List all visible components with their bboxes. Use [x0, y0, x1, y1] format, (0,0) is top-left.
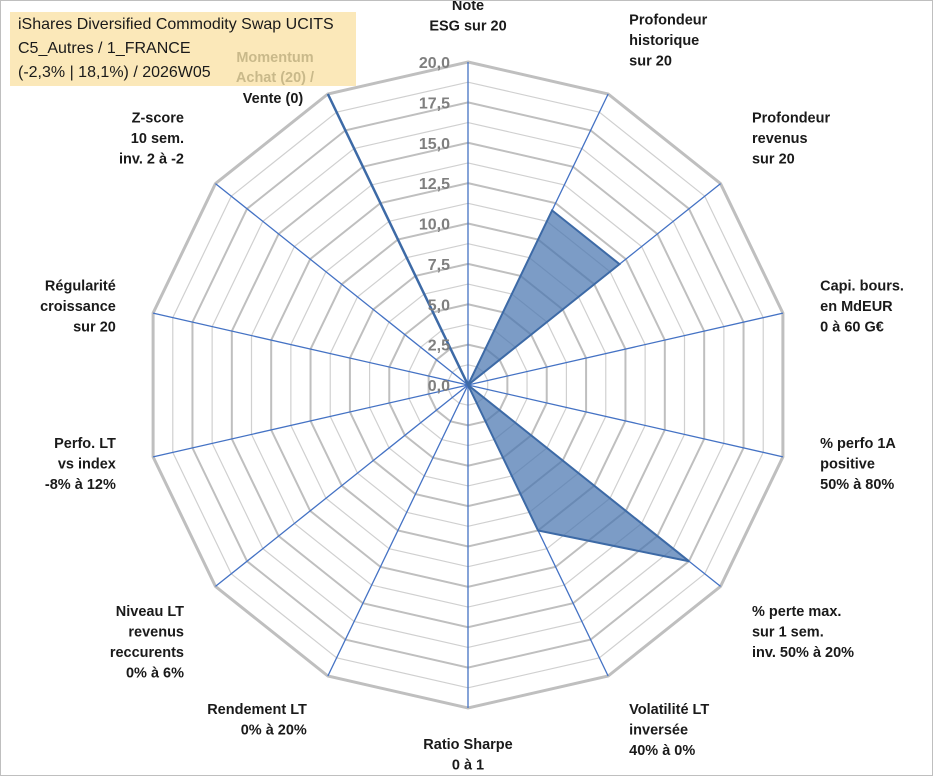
- axis-label-line: 0% à 20%: [241, 723, 307, 739]
- axis-label: Profondeur historique sur 20: [629, 12, 707, 69]
- fund-stats: (-2,3% | 18,1%) / 2026W05: [18, 64, 211, 81]
- axis-label: Profondeur revenus sur 20: [752, 110, 830, 167]
- tick-label: 0,0: [428, 378, 450, 395]
- axis-spoke: [152, 384, 469, 458]
- axis-label: Rendement LT 0% à 20%: [207, 702, 307, 739]
- axis-label-line: Z-score: [132, 110, 184, 126]
- tick-label: 7,5: [428, 257, 450, 274]
- axis-label-line: 40% à 0%: [629, 743, 695, 759]
- axis-label: Perfo. LT vs index -8% à 12%: [45, 436, 116, 493]
- axis-label: Note ESG sur 20: [429, 1, 506, 35]
- fund-category: C5_Autres / 1_FRANCE: [18, 40, 191, 57]
- axis-label-line: 0% à 6%: [126, 666, 184, 682]
- axis-label: Vente (0): [243, 91, 304, 107]
- axis-spoke: [215, 384, 469, 587]
- radial-tick-labels: 0,0 2,5 5,0 7,5 10,0 12,5 15,0 17,5 20,0: [419, 55, 450, 395]
- axis-label-line: sur 20: [73, 320, 116, 336]
- axis-label-line: Note: [452, 1, 484, 14]
- axis-label: Z-score 10 sem. inv. 2 à -2: [119, 110, 184, 167]
- axis-label: Niveau LT revenus reccurents 0% à 6%: [110, 604, 184, 682]
- fund-name: iShares Diversified Commodity Swap UCITS: [18, 16, 334, 33]
- axis-label-line: Volatilité LT: [629, 702, 709, 718]
- axis-label-line: % perfo 1A: [820, 436, 896, 452]
- axis-label-line: croissance: [40, 299, 116, 315]
- axis-spoke: [467, 384, 784, 458]
- axis-label-line: inv. 50% à 20%: [752, 645, 854, 661]
- axis-spoke: [215, 183, 469, 386]
- axis-label-line: revenus: [128, 625, 184, 641]
- axis-spoke: [152, 312, 469, 386]
- axis-label-line: sur 20: [752, 151, 795, 167]
- axis-label-line: reccurents: [110, 645, 184, 661]
- tick-label: 5,0: [428, 297, 450, 314]
- axis-label-line: revenus: [752, 131, 808, 147]
- axis-label-line: Rendement LT: [207, 702, 307, 718]
- axis-spoke: [327, 384, 469, 677]
- axis-labels: Note ESG sur 20 Profondeur historique sur 20…: [40, 1, 904, 774]
- tick-label: 10,0: [419, 217, 450, 234]
- axis-label-line: historique: [629, 33, 699, 49]
- axis-label-line: Niveau LT: [116, 604, 184, 620]
- axis-label-line: inv. 2 à -2: [119, 151, 184, 167]
- tick-label: 20,0: [419, 55, 450, 72]
- axis-label-line: inversée: [629, 723, 688, 739]
- radar-series: [326, 93, 690, 563]
- axis-label: Capi. bours. en MdEUR 0 à 60 G€: [820, 279, 904, 336]
- axis-label-line: positive: [820, 456, 875, 472]
- axis-label-line: 0 à 1: [452, 758, 484, 774]
- info-box: iShares Diversified Commodity Swap UCITS…: [10, 12, 356, 86]
- axis-label-line: en MdEUR: [820, 299, 893, 315]
- axis-label-line: sur 1 sem.: [752, 625, 824, 641]
- axis-label: Régularité croissance sur 20: [40, 279, 116, 336]
- axis-spoke: [467, 312, 784, 386]
- momentum-line: [326, 93, 470, 386]
- series-area: [466, 208, 690, 563]
- axis-label-line: Ratio Sharpe: [423, 737, 512, 753]
- tick-label: 15,0: [419, 136, 450, 153]
- tick-label: 17,5: [419, 95, 450, 112]
- axis-label-line: 50% à 80%: [820, 477, 894, 493]
- axis-label-line: 0 à 60 G€: [820, 320, 884, 336]
- axis-label-line: % perte max.: [752, 604, 841, 620]
- axis-label-line: ESG sur 20: [429, 19, 506, 35]
- axis-label: % perfo 1A positive 50% à 80%: [820, 436, 896, 493]
- axis-label-line: Profondeur: [752, 110, 830, 126]
- axis-label: Volatilité LT inversée 40% à 0%: [629, 702, 709, 759]
- axis-label-line: Régularité: [45, 279, 116, 295]
- tick-label: 12,5: [419, 176, 450, 193]
- axis-label-line: vs index: [58, 456, 116, 472]
- axis-label-line: 10 sem.: [131, 131, 184, 147]
- axis-label: Ratio Sharpe 0 à 1: [423, 737, 512, 774]
- axis-label-line: Perfo. LT: [54, 436, 116, 452]
- axis-label-line: sur 20: [629, 53, 672, 69]
- axis-label-line: Vente (0): [243, 91, 304, 107]
- axis-label-line: Profondeur: [629, 12, 707, 28]
- axis-label-line: -8% à 12%: [45, 477, 116, 493]
- axis-label: % perte max. sur 1 sem. inv. 50% à 20%: [752, 604, 854, 661]
- momentum-signal: Achat (20) /: [235, 70, 315, 86]
- tick-label: 2,5: [428, 338, 450, 355]
- axis-label-line: Capi. bours.: [820, 279, 904, 295]
- momentum-label: Momentum: [236, 50, 314, 66]
